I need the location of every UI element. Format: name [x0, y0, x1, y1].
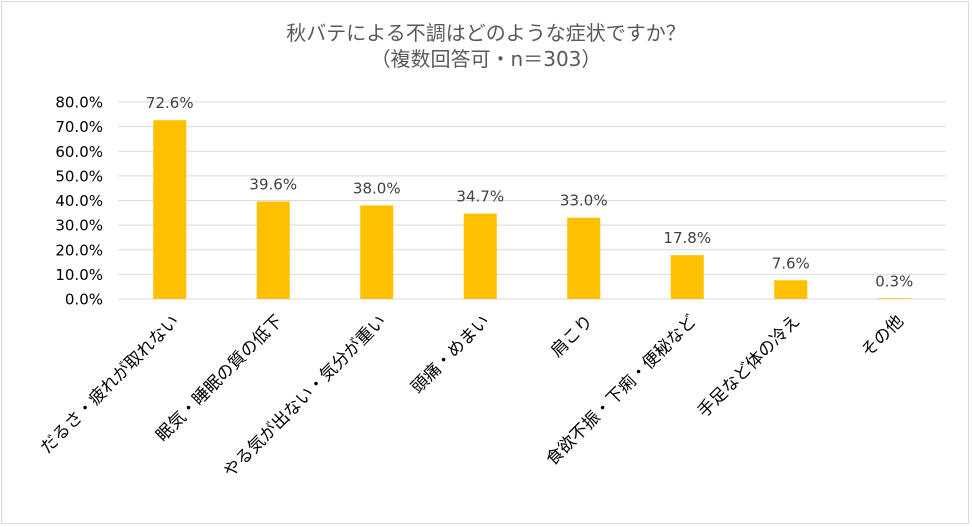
chart-title: 秋バテによる不調はどのような症状ですか？ — [286, 21, 685, 45]
bar — [256, 201, 290, 299]
data-label: 7.6% — [772, 254, 810, 272]
category-label: 手足など体の冷え — [694, 311, 804, 421]
y-tick-label: 10.0% — [55, 266, 103, 284]
category-label: やる気が出ない・気分が重い — [220, 311, 390, 481]
data-label: 39.6% — [249, 175, 297, 193]
bar — [153, 120, 187, 299]
bar — [670, 255, 704, 299]
data-label: 0.3% — [875, 272, 913, 290]
y-tick-label: 30.0% — [55, 217, 103, 235]
category-label: 頭痛・めまい — [408, 311, 494, 397]
bars — [153, 120, 911, 299]
data-label: 34.7% — [456, 188, 504, 206]
y-tick-label: 50.0% — [55, 167, 103, 185]
data-labels: 72.6% 39.6% 38.0% 34.7% 33.0% 17.8% 7.6% 0.3% — [146, 94, 913, 290]
data-label: 38.0% — [353, 179, 401, 197]
y-axis-ticks: 0.0% 10.0% 20.0% 30.0% 40.0% 50.0% 60.0% 70.0% 8… — [55, 94, 103, 309]
data-label: 33.0% — [560, 192, 608, 210]
y-tick-label: 70.0% — [55, 118, 103, 136]
bar — [567, 217, 601, 299]
y-tick-label: 0.0% — [65, 291, 103, 309]
data-label: 72.6% — [146, 94, 194, 112]
bar — [774, 280, 808, 299]
y-tick-label: 40.0% — [55, 192, 103, 210]
category-label: その他 — [858, 311, 908, 361]
chart-subtitle: （複数回答可・n＝303） — [371, 47, 602, 71]
category-label: 肩こり — [547, 311, 597, 361]
bar — [877, 298, 911, 299]
y-tick-label: 60.0% — [55, 143, 103, 161]
y-tick-label: 80.0% — [55, 94, 103, 112]
gridlines — [118, 101, 946, 300]
data-label: 17.8% — [663, 229, 711, 247]
bar — [463, 213, 497, 299]
y-tick-label: 20.0% — [55, 241, 103, 259]
bar — [360, 205, 394, 299]
